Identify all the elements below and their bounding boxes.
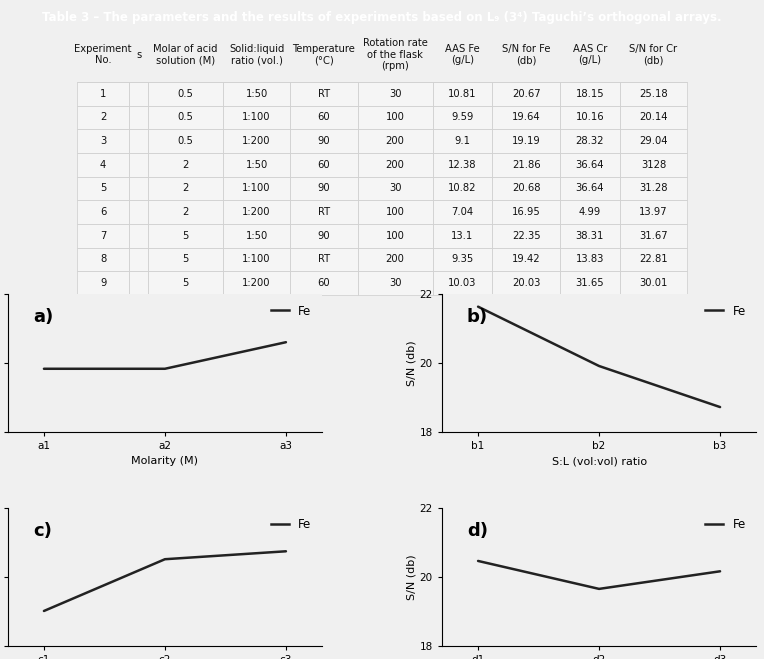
Legend: Fe: Fe (267, 514, 316, 536)
Legend: Fe: Fe (701, 300, 750, 322)
Text: Table 3 – The parameters and the results of experiments based on L₉ (3⁴) Taguchi: Table 3 – The parameters and the results… (42, 11, 722, 24)
Text: d): d) (467, 522, 488, 540)
Y-axis label: S/N (db): S/N (db) (406, 340, 416, 386)
Text: a): a) (33, 308, 53, 326)
X-axis label: S:L (vol:vol) ratio: S:L (vol:vol) ratio (552, 457, 646, 467)
Legend: Fe: Fe (267, 300, 316, 322)
Text: c): c) (33, 522, 52, 540)
X-axis label: Molarity (M): Molarity (M) (131, 457, 199, 467)
Legend: Fe: Fe (701, 514, 750, 536)
Text: b): b) (467, 308, 488, 326)
Y-axis label: S/N (db): S/N (db) (406, 554, 416, 600)
